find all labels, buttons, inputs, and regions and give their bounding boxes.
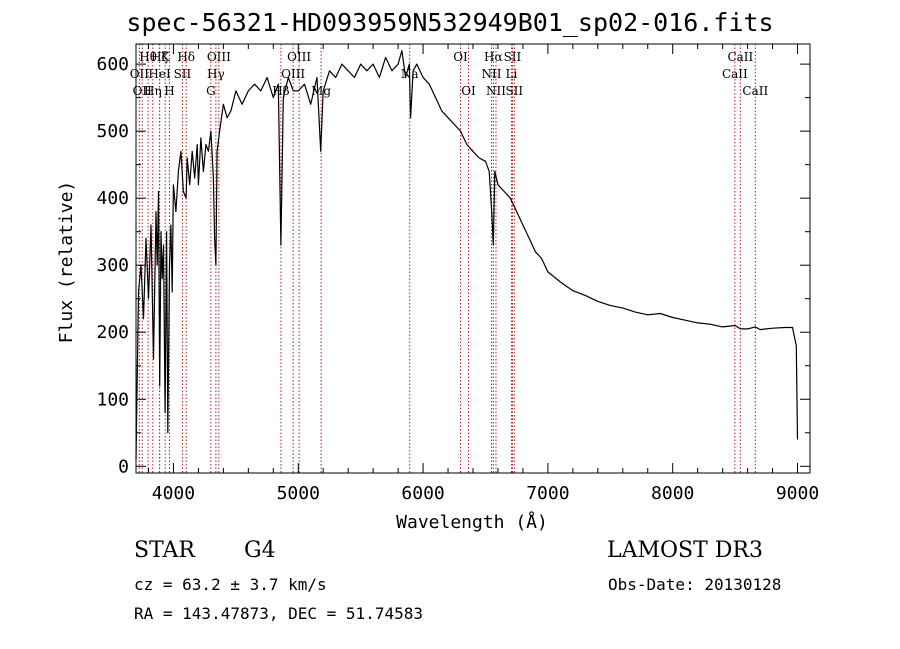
line-marker-label: Hη — [144, 84, 162, 98]
line-marker-label: OI — [461, 84, 476, 98]
x-tick-label: 4000 — [152, 483, 195, 504]
object-subclass: G4 — [244, 538, 276, 563]
line-marker-label: SII — [174, 67, 192, 81]
line-marker-label: H — [164, 84, 174, 98]
survey-name: LAMOST DR3 — [607, 538, 763, 563]
line-marker-label: NII — [481, 67, 501, 81]
line-marker-label: Hδ — [177, 50, 195, 64]
x-axis-label: Wavelength (Å) — [396, 511, 548, 533]
line-marker-label: OI — [453, 50, 468, 64]
series-line-flux — [135, 50, 799, 460]
x-tick-label: 9000 — [776, 483, 819, 504]
line-marker-label: OIII — [281, 67, 305, 81]
x-tick-label: 6000 — [401, 483, 444, 504]
line-marker-label: Hζ — [151, 50, 168, 64]
line-marker-label: Mg — [311, 84, 331, 98]
observation-date: Obs-Date: 20130128 — [608, 575, 782, 594]
line-marker-label: Hγ — [207, 67, 225, 81]
line-marker-label: CaII — [727, 50, 753, 64]
line-marker-label: Li — [506, 67, 518, 81]
line-marker-label: CaII — [742, 84, 768, 98]
line-marker-label: SII — [505, 84, 523, 98]
line-marker-label: CaII — [722, 67, 748, 81]
line-marker-label: Hα — [484, 50, 503, 64]
y-tick-label: 500 — [96, 121, 129, 142]
line-marker-labels: OIIOIIHθHηHeIHζKHSIIHδGHγOIIIHβOIIIOIIIM… — [130, 50, 769, 98]
y-tick-label: 200 — [96, 322, 129, 343]
line-marker-label: OII — [130, 67, 150, 81]
object-class: STAR — [134, 538, 195, 563]
ra-dec-coordinates: RA = 143.47873, DEC = 51.74583 — [134, 604, 423, 623]
line-marker-label: NII — [486, 84, 506, 98]
x-tick-label: 7000 — [526, 483, 569, 504]
line-marker-label: SII — [504, 50, 522, 64]
series-layer — [135, 50, 799, 460]
chart-title: spec-56321-HD093959N532949B01_sp02-016.f… — [126, 8, 774, 37]
plot-frame — [135, 43, 811, 474]
line-marker-label: Na — [401, 67, 419, 81]
line-marker-label: G — [206, 84, 216, 98]
y-tick-label: 100 — [96, 389, 129, 410]
line-marker-label: OIII — [207, 50, 231, 64]
x-tick-label: 8000 — [651, 483, 694, 504]
axes: 4000 5000 6000 7000 8000 9000 0 100 200 300 400 500… — [96, 43, 819, 504]
y-tick-label: 300 — [96, 255, 129, 276]
line-marker-label: Hβ — [272, 84, 289, 98]
line-marker-label: Hθ — [139, 50, 157, 64]
x-tick-label: 5000 — [277, 483, 320, 504]
y-tick-label: 600 — [96, 54, 129, 75]
line-markers — [138, 44, 756, 473]
redshift-cz: cz = 63.2 ± 3.7 km/s — [134, 575, 327, 594]
y-tick-label: 400 — [96, 188, 129, 209]
line-marker-label: OIII — [287, 50, 311, 64]
line-marker-label: OII — [133, 84, 153, 98]
y-axis-label: Flux (relative) — [56, 181, 77, 344]
line-marker-label: K — [161, 50, 171, 64]
line-marker-label: HeI — [148, 67, 171, 81]
y-tick-label: 0 — [118, 456, 129, 477]
